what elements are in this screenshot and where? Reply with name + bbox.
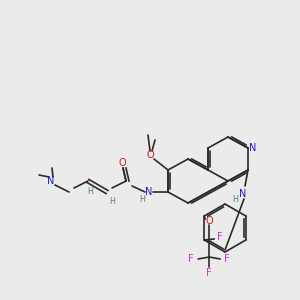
Text: F: F <box>206 268 212 278</box>
Text: F: F <box>218 232 223 242</box>
Text: N: N <box>47 176 55 186</box>
Text: H: H <box>109 196 115 206</box>
Text: O: O <box>118 158 126 168</box>
Text: H: H <box>232 196 238 205</box>
Text: H: H <box>139 194 145 203</box>
Text: F: F <box>224 254 230 264</box>
Text: N: N <box>145 187 153 197</box>
Text: H: H <box>87 188 93 196</box>
Text: N: N <box>239 189 247 199</box>
Text: O: O <box>146 150 154 160</box>
Text: N: N <box>249 143 257 153</box>
Text: O: O <box>206 216 213 226</box>
Text: F: F <box>188 254 194 264</box>
